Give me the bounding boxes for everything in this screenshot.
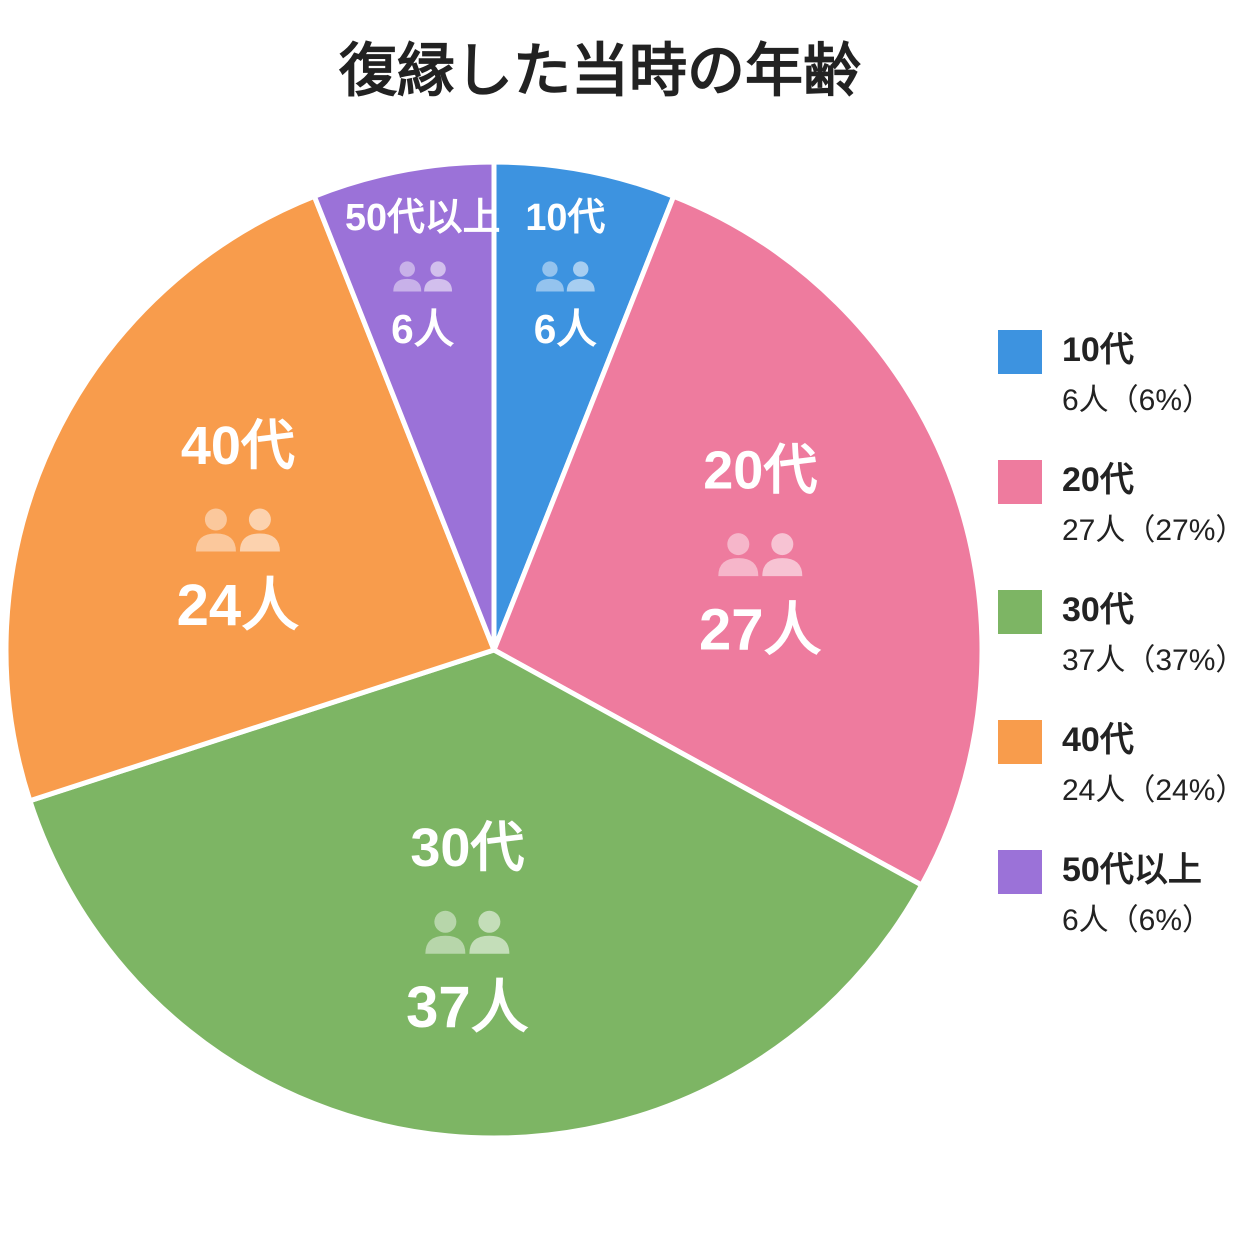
person-icon-head	[430, 261, 446, 277]
legend-swatch	[998, 850, 1042, 894]
legend-value-label: 6人（6%）	[1062, 904, 1212, 937]
person-icon-body	[718, 558, 759, 577]
chart-title: 復縁した当時の年齢	[338, 38, 861, 103]
legend-label: 40代	[1062, 721, 1134, 759]
slice-category-label: 10代	[525, 197, 605, 239]
pie: 10代 6人 20代 27人 30代 37人 40代 24人 50代以上 6人	[3, 159, 985, 1141]
slice-category-label: 40代	[181, 416, 295, 476]
person-icon-body	[762, 558, 803, 577]
slice-value-label: 37人	[406, 975, 529, 1040]
legend-value-label: 24人（24%）	[1062, 774, 1245, 807]
legend-swatch	[998, 590, 1042, 634]
person-icon-head	[727, 533, 750, 556]
legend-swatch	[998, 330, 1042, 374]
pie-slice	[491, 159, 677, 653]
person-icon-body	[566, 278, 595, 292]
person-icon-body	[239, 533, 280, 552]
person-icon-body	[469, 935, 510, 954]
person-icon-head	[542, 261, 558, 277]
legend-value-label: 27人（27%）	[1062, 514, 1245, 547]
slice-category-label: 50代以上	[345, 197, 500, 239]
person-icon-head	[248, 508, 271, 531]
legend-label: 30代	[1062, 591, 1134, 629]
slice-value-label: 6人	[391, 306, 455, 352]
legend-swatch	[998, 720, 1042, 764]
person-icon-body	[393, 278, 422, 292]
slice-value-label: 24人	[177, 573, 300, 638]
pie-slice	[491, 193, 985, 888]
slice-value-label: 27人	[699, 597, 822, 662]
legend-label: 20代	[1062, 461, 1134, 499]
person-icon-body	[425, 935, 466, 954]
slice-category-label: 30代	[410, 818, 524, 878]
person-icon-body	[535, 278, 564, 292]
legend-value-label: 6人（6%）	[1062, 384, 1212, 417]
legend-label: 50代以上	[1062, 851, 1202, 889]
legend-label: 10代	[1062, 331, 1134, 369]
person-icon-head	[204, 508, 227, 531]
legend-swatch	[998, 460, 1042, 504]
person-icon-head	[399, 261, 415, 277]
pie-slice	[27, 647, 925, 1141]
slice-category-label: 20代	[703, 440, 817, 500]
person-icon-head	[434, 910, 457, 933]
person-icon-head	[573, 261, 589, 277]
person-icon-head	[771, 533, 794, 556]
legend-value-label: 37人（37%）	[1062, 644, 1245, 677]
legend: 10代 6人（6%） 20代 27人（27%） 30代 37人（37%） 40代 24人（24…	[998, 330, 1245, 937]
person-icon-body	[195, 533, 236, 552]
person-icon-body	[424, 278, 453, 292]
person-icon-head	[478, 910, 501, 933]
slice-value-label: 6人	[534, 306, 598, 352]
